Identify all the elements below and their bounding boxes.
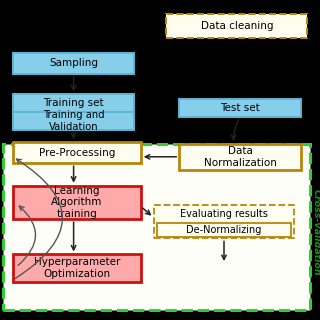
Text: De-Normalizing: De-Normalizing: [186, 225, 262, 235]
Text: Training set: Training set: [43, 98, 104, 108]
FancyBboxPatch shape: [13, 254, 141, 282]
Text: Data cleaning: Data cleaning: [201, 21, 273, 31]
FancyBboxPatch shape: [13, 53, 134, 74]
FancyBboxPatch shape: [13, 186, 141, 219]
Text: Test set: Test set: [220, 103, 260, 113]
FancyBboxPatch shape: [154, 205, 294, 238]
FancyBboxPatch shape: [157, 223, 291, 237]
Text: Cross-validation: Cross-validation: [312, 189, 320, 275]
FancyBboxPatch shape: [166, 14, 307, 38]
FancyBboxPatch shape: [13, 94, 134, 112]
Text: Training and
Validation: Training and Validation: [43, 110, 104, 132]
FancyBboxPatch shape: [13, 112, 134, 130]
FancyBboxPatch shape: [179, 144, 301, 170]
Text: Hyperparameter
Optimization: Hyperparameter Optimization: [34, 257, 120, 279]
Text: Pre-Processing: Pre-Processing: [39, 148, 115, 158]
FancyBboxPatch shape: [179, 99, 301, 117]
Text: Evaluating results: Evaluating results: [180, 209, 268, 219]
Text: Data
Normalization: Data Normalization: [204, 146, 276, 168]
FancyBboxPatch shape: [13, 142, 141, 163]
FancyBboxPatch shape: [3, 144, 310, 310]
Text: Sampling: Sampling: [49, 58, 98, 68]
Text: Learning
Algorithm
training: Learning Algorithm training: [51, 186, 102, 219]
